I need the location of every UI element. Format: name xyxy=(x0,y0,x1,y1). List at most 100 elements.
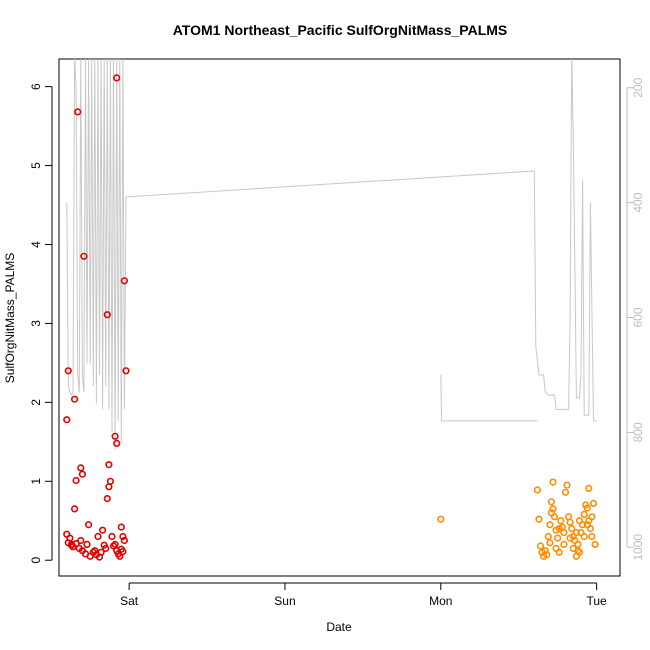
data-points xyxy=(63,74,599,561)
data-point xyxy=(91,547,99,555)
data-point xyxy=(580,510,588,519)
data-point xyxy=(84,521,93,529)
data-point xyxy=(103,311,111,319)
data-point xyxy=(543,551,551,559)
right-tick-label: 800 xyxy=(631,422,645,442)
x-axis: Sat Sun Mon Tue xyxy=(120,582,608,608)
data-point xyxy=(547,498,556,506)
left-tick-label: 1 xyxy=(29,478,43,485)
data-point xyxy=(437,515,445,523)
data-point xyxy=(560,528,568,537)
x-tick-label: Mon xyxy=(429,594,452,608)
data-point xyxy=(70,395,79,403)
data-point xyxy=(536,542,545,550)
data-point xyxy=(109,542,118,550)
data-point xyxy=(111,540,119,549)
data-point xyxy=(119,532,127,541)
left-tick-label: 3 xyxy=(29,320,43,327)
data-point xyxy=(554,534,562,542)
data-point xyxy=(63,416,71,424)
data-point xyxy=(535,515,543,523)
data-point xyxy=(569,544,577,553)
data-point xyxy=(116,552,124,560)
right-axis: 200 400 600 800 1000 xyxy=(626,77,645,561)
data-point xyxy=(117,523,125,531)
data-point xyxy=(549,505,557,513)
data-point xyxy=(67,540,76,549)
y-axis-label: SulfOrgNitMass_PALMS xyxy=(3,253,17,383)
chart-title: ATOM1 Northeast_Pacific SulfOrgNitMass_P… xyxy=(173,22,508,38)
data-point xyxy=(585,484,593,493)
left-tick-label: 4 xyxy=(29,241,43,248)
data-point xyxy=(557,517,565,525)
data-point xyxy=(555,548,563,556)
data-point xyxy=(549,478,557,486)
left-axis: 0 1 2 3 4 5 6 xyxy=(29,83,53,564)
data-point xyxy=(546,539,554,547)
data-point xyxy=(589,499,598,508)
data-point xyxy=(80,252,88,260)
data-point xyxy=(588,532,596,541)
right-tick-label: 400 xyxy=(631,192,645,212)
right-tick-label: 1000 xyxy=(631,534,645,561)
data-point xyxy=(97,548,105,556)
data-point xyxy=(94,532,102,541)
x-tick-label: Sun xyxy=(274,594,295,608)
data-point xyxy=(550,513,559,521)
data-point xyxy=(111,432,119,440)
left-tick-label: 2 xyxy=(29,399,43,406)
data-point xyxy=(580,532,588,541)
data-point xyxy=(588,513,596,521)
data-point xyxy=(583,504,591,512)
data-point xyxy=(72,539,80,548)
data-point xyxy=(566,534,574,542)
data-point xyxy=(575,548,584,556)
data-point xyxy=(541,547,549,555)
left-tick-label: 6 xyxy=(29,83,43,90)
data-point xyxy=(563,481,571,489)
data-point xyxy=(72,476,80,485)
left-tick-label: 5 xyxy=(29,162,43,169)
data-point xyxy=(83,540,91,549)
data-point xyxy=(113,439,121,448)
data-point xyxy=(566,518,574,526)
right-series-path-mon xyxy=(440,374,538,422)
data-point xyxy=(568,524,576,533)
data-point xyxy=(544,532,552,541)
data-point xyxy=(120,536,128,545)
data-point xyxy=(70,505,79,513)
plot-frame xyxy=(58,58,621,577)
data-point xyxy=(591,540,599,549)
left-tick-label: 0 xyxy=(29,557,43,564)
right-series-line xyxy=(66,59,597,450)
data-point xyxy=(574,540,582,549)
data-point xyxy=(105,461,113,469)
data-point xyxy=(561,488,570,496)
data-point xyxy=(102,544,110,553)
data-point xyxy=(575,517,584,525)
data-point xyxy=(78,470,86,478)
data-point xyxy=(98,526,107,534)
data-point xyxy=(120,277,128,285)
right-tick-label: 200 xyxy=(631,77,645,97)
data-point xyxy=(108,532,116,541)
data-point xyxy=(64,367,72,375)
data-point xyxy=(74,108,82,116)
data-point xyxy=(105,483,113,491)
x-tick-label: Sat xyxy=(120,594,139,608)
data-point xyxy=(122,367,130,375)
right-tick-label: 600 xyxy=(631,307,645,327)
data-point xyxy=(77,536,85,545)
data-point xyxy=(113,74,121,82)
data-point xyxy=(533,486,542,494)
data-point xyxy=(546,521,554,529)
data-point xyxy=(572,528,581,537)
x-axis-label: Date xyxy=(326,620,352,634)
data-point xyxy=(560,540,568,549)
data-point xyxy=(77,464,85,472)
x-tick-label: Tue xyxy=(587,594,608,608)
data-point xyxy=(103,495,111,503)
data-point xyxy=(583,521,591,529)
right-series-path xyxy=(66,59,597,450)
